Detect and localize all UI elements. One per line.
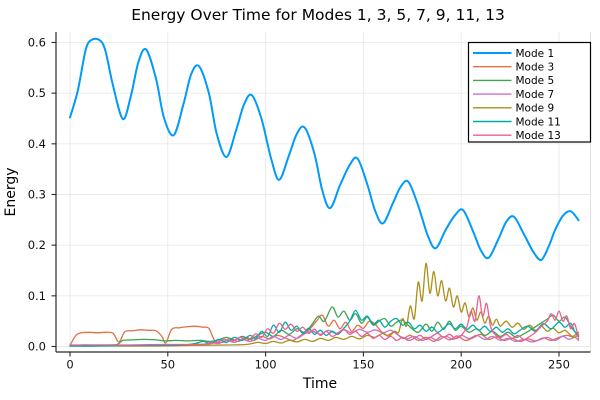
series-line-mode-7	[69, 328, 580, 347]
legend-label: Mode 13	[516, 130, 561, 142]
y-tick-label: 0.5	[28, 86, 46, 100]
series-line-mode-5	[69, 306, 580, 347]
axes	[51, 32, 591, 357]
x-tick-labels: 0 50 100 150 200 250	[66, 358, 570, 372]
y-tick-label: 0.3	[28, 187, 46, 201]
legend-label: Mode 1	[516, 48, 555, 60]
y-tick-labels: 0.0 0.1 0.2 0.3 0.4 0.5 0.6	[28, 35, 46, 353]
y-axis-label: Energy	[3, 167, 19, 216]
series-line-mode-3	[69, 314, 580, 347]
y-tick-label: 0.1	[28, 289, 46, 303]
legend-label: Mode 9	[516, 103, 555, 115]
x-tick-label: 200	[450, 358, 472, 372]
x-tick-label: 100	[255, 358, 277, 372]
y-tick-label: 0.2	[28, 238, 46, 252]
series-line-mode-13	[69, 295, 580, 346]
series-line-mode-1	[69, 37, 580, 262]
x-tick-label: 0	[66, 358, 73, 372]
x-tick-label: 250	[548, 358, 570, 372]
y-tick-label: 0.6	[28, 35, 46, 49]
legend-label: Mode 11	[516, 116, 561, 128]
legend-label: Mode 7	[516, 89, 555, 101]
x-axis-label: Time	[302, 376, 337, 392]
x-tick-label: 150	[352, 358, 374, 372]
chart-title: Energy Over Time for Modes 1, 3, 5, 7, 9…	[131, 6, 505, 24]
y-tick-label: 0.0	[28, 340, 46, 354]
legend-label: Mode 3	[516, 62, 555, 74]
y-tick-label: 0.4	[28, 137, 46, 151]
series-line-mode-11	[69, 309, 580, 347]
series-lines	[69, 37, 580, 347]
legend-box	[467, 41, 592, 143]
series-line-mode-9	[69, 262, 580, 347]
legend-label: Mode 5	[516, 75, 555, 87]
x-tick-label: 50	[160, 358, 175, 372]
